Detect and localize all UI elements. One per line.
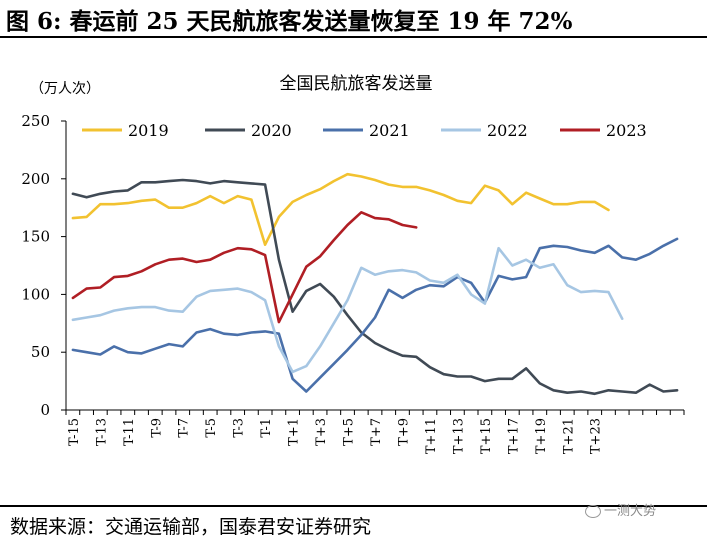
wechat-icon — [585, 505, 601, 518]
y-axis: 0 50 100 150 200 250 — [21, 112, 66, 419]
x-tick-label: T-9 — [149, 418, 164, 438]
x-tick-label: T+21 — [561, 418, 576, 454]
watermark-text: 一测大势 — [604, 504, 657, 519]
y-tick-label: 150 — [21, 228, 50, 246]
series-lines — [71, 172, 679, 396]
legend-label-2021: 2021 — [369, 121, 410, 140]
chart-title: 全国民航旅客发送量 — [280, 74, 433, 94]
x-tick-label: T-3 — [232, 418, 247, 438]
x-tick-label: T+17 — [506, 418, 521, 454]
legend-label-2022: 2022 — [487, 121, 528, 140]
series-line-2023 — [71, 211, 418, 324]
source-note: 数据来源：交通运输部，国泰君安证券研究 — [10, 516, 372, 538]
legend: 2019 2020 2021 2022 2023 — [82, 121, 647, 140]
x-tick-label: T+7 — [369, 418, 384, 446]
watermark: 一测大势 — [585, 500, 656, 519]
series-line-2020 — [71, 178, 679, 396]
header-divider — [0, 36, 707, 38]
legend-label-2019: 2019 — [128, 121, 169, 140]
x-tick-label: T+1 — [287, 418, 302, 446]
y-axis-unit-label: （万人次） — [30, 81, 100, 97]
line-chart: 全国民航旅客发送量 （万人次） 0 50 100 150 200 250 T-15 T-13… — [21, 74, 685, 454]
x-tick-label: T-11 — [122, 418, 137, 446]
y-tick-label: 250 — [21, 112, 50, 130]
x-tick-label: T+11 — [424, 418, 439, 454]
legend-label-2023: 2023 — [606, 121, 647, 140]
x-tick-label: T+3 — [314, 418, 329, 446]
footer-divider — [0, 505, 707, 507]
legend-label-2020: 2020 — [251, 121, 292, 140]
x-tick-label: T+23 — [589, 418, 604, 454]
series-line-2022 — [71, 246, 624, 374]
figure-title: 图 6: 春运前 25 天民航旅客发送量恢复至 19 年 72% — [6, 8, 573, 34]
y-tick-label: 0 — [40, 401, 50, 419]
x-tick-label: T-15 — [67, 418, 82, 446]
series-line-2019 — [71, 172, 610, 246]
x-tick-label: T-1 — [259, 418, 274, 438]
y-tick-label: 200 — [21, 170, 50, 188]
x-tick-label: T+15 — [479, 418, 494, 454]
x-tick-label: T-13 — [94, 418, 109, 446]
x-tick-label: T-7 — [177, 418, 192, 438]
chart-axes — [65, 121, 684, 411]
y-tick-label: 100 — [21, 285, 50, 303]
x-axis: T-15 T-13 T-11 T-9 T-7 T-5 T-3 T-1 T+1 T+3 T+5 T+7 T… — [65, 410, 685, 454]
x-tick-label: T+19 — [534, 418, 549, 454]
x-tick-label: T+5 — [342, 418, 357, 446]
x-tick-label: T-5 — [204, 418, 219, 438]
x-tick-label: T+9 — [396, 418, 411, 446]
y-tick-label: 50 — [31, 343, 50, 361]
series-line-2021 — [71, 237, 679, 393]
x-tick-label: T+13 — [451, 418, 466, 454]
